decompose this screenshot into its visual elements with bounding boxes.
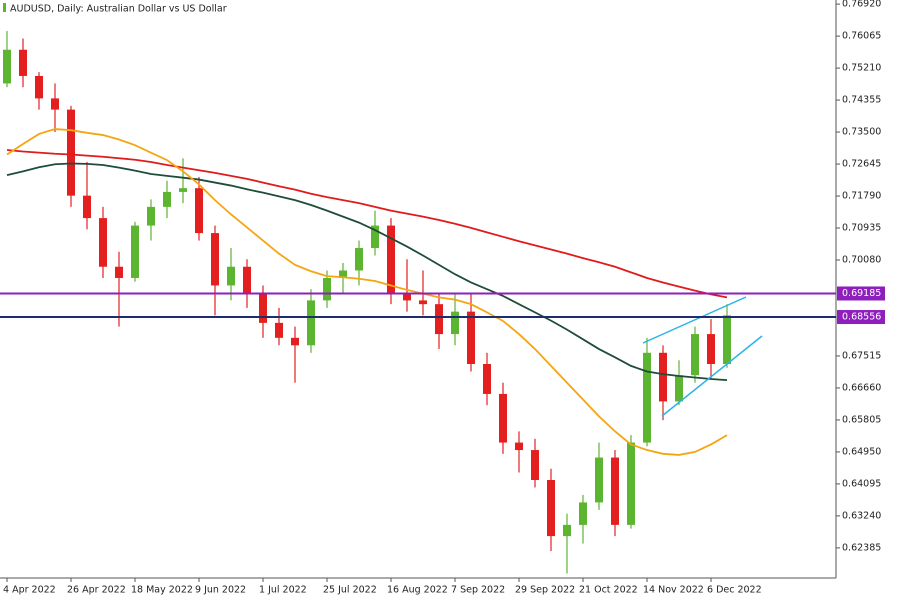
candle-body	[147, 206, 155, 226]
candle-body	[675, 375, 683, 402]
candle-body	[467, 311, 475, 365]
candle-body	[115, 266, 123, 278]
candle-body	[163, 191, 171, 207]
candle-body	[483, 364, 491, 394]
x-tick-label: 9 Jun 2022	[195, 585, 246, 596]
candle-body	[83, 195, 91, 219]
x-tick-label: 14 Nov 2022	[643, 585, 704, 596]
y-tick-label: 0.62385	[842, 542, 881, 553]
x-tick-label: 6 Dec 2022	[707, 585, 762, 596]
candle-body	[403, 292, 411, 301]
y-tick-label: 0.74355	[842, 95, 881, 106]
candle-body	[259, 292, 267, 323]
level-label-bg	[837, 286, 885, 301]
y-tick-label: 0.65805	[842, 414, 881, 425]
x-tick-label: 29 Sep 2022	[515, 585, 575, 596]
y-tick-label: 0.64095	[842, 478, 881, 489]
y-tick-label: 0.63240	[842, 510, 881, 521]
candle-body	[35, 75, 43, 99]
x-tick-label: 16 Aug 2022	[387, 585, 448, 596]
candle-body	[611, 457, 619, 525]
candle-body	[435, 304, 443, 335]
moving-average-line	[6, 149, 728, 299]
candle-body	[691, 334, 699, 376]
candle-body	[243, 266, 251, 293]
candle-body	[355, 248, 363, 271]
candle-body	[195, 188, 203, 234]
candle-body	[67, 109, 75, 196]
x-tick-label: 26 Apr 2022	[67, 585, 126, 596]
candle-body	[339, 270, 347, 278]
x-tick-label: 18 May 2022	[131, 585, 193, 596]
candle-body	[371, 225, 379, 249]
candle-body	[3, 49, 11, 84]
candle-body	[227, 266, 235, 286]
candle-body	[723, 315, 731, 365]
level-label: 0.69185	[842, 288, 881, 299]
candle-body	[291, 337, 299, 346]
candle-body	[659, 352, 667, 402]
y-tick-label: 0.70935	[842, 223, 881, 234]
candle-body	[323, 277, 331, 301]
y-tick-label: 0.72645	[842, 159, 881, 170]
y-tick-label: 0.71790	[842, 191, 881, 202]
candle-body	[419, 300, 427, 305]
candle-body	[627, 442, 635, 525]
candle-body	[211, 233, 219, 286]
candle-body	[515, 442, 523, 451]
candle-body	[275, 322, 283, 338]
candle-body	[451, 311, 459, 335]
x-tick-label: 7 Sep 2022	[451, 585, 505, 596]
x-tick-label: 21 Oct 2022	[579, 585, 638, 596]
moving-average-line	[6, 128, 728, 456]
y-tick-label: 0.75210	[842, 63, 881, 74]
level-label: 0.68556	[842, 312, 881, 323]
candle-body	[19, 49, 27, 76]
candle-body	[643, 352, 651, 443]
y-tick-label: 0.76920	[842, 0, 881, 10]
candle-body	[307, 300, 315, 346]
plot	[3, 31, 731, 574]
candle-body	[51, 98, 59, 110]
moving-average-line	[6, 162, 728, 381]
x-tick-label: 4 Apr 2022	[3, 585, 56, 596]
candle-body	[547, 479, 555, 537]
title-icon	[3, 3, 6, 12]
y-tick-label: 0.70080	[842, 255, 881, 266]
trend-line-upper	[642, 296, 747, 344]
candle-body	[595, 457, 603, 503]
y-tick-label: 0.67515	[842, 350, 881, 361]
level-label-bg	[837, 310, 885, 325]
candle-body	[579, 502, 587, 525]
y-tick-label: 0.64950	[842, 446, 881, 457]
candle-body	[499, 393, 507, 443]
chart-title: AUDUSD, Daily: Australian Dollar vs US D…	[10, 4, 227, 15]
candle-body	[707, 334, 715, 365]
y-tick-label: 0.76065	[842, 31, 881, 42]
y-tick-label: 0.73500	[842, 127, 881, 138]
candle-body	[563, 524, 571, 537]
candle-body	[131, 225, 139, 278]
candle-body	[531, 450, 539, 480]
y-tick-label: 0.66660	[842, 382, 881, 393]
candle-body	[99, 218, 107, 267]
x-tick-label: 1 Jul 2022	[259, 585, 307, 596]
candle-body	[179, 188, 187, 192]
candle-body	[387, 225, 395, 293]
x-tick-label: 25 Jul 2022	[323, 585, 377, 596]
trend-line-lower	[661, 335, 763, 417]
